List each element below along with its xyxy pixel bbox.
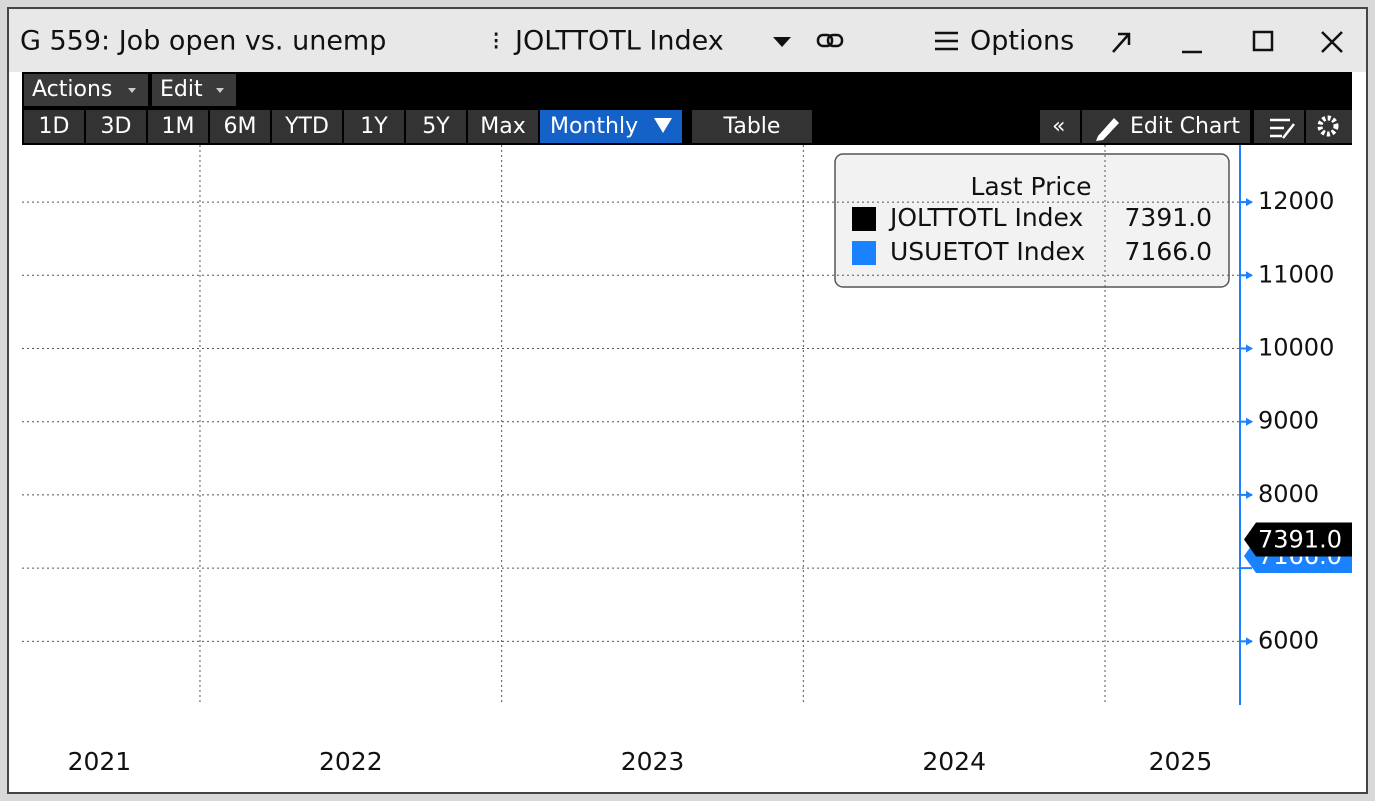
link-icon-2	[826, 33, 844, 48]
ticker[interactable]: JOLTTOTL Index	[513, 26, 724, 57]
legend-name: JOLTTOTL Index	[888, 203, 1083, 232]
y-tick-label: 9000	[1258, 407, 1319, 435]
maximize[interactable]	[1252, 30, 1274, 52]
pencil-icon	[1096, 118, 1119, 141]
range-label: 1M	[162, 114, 195, 139]
legend-title: Last Price	[970, 172, 1091, 201]
x-tick-label: 2021	[68, 747, 132, 776]
popout-icon[interactable]	[1112, 32, 1131, 53]
menu-label: Edit	[160, 77, 203, 102]
settings-button[interactable]	[1306, 110, 1352, 143]
collapse-icon: «	[1052, 114, 1065, 139]
y-tick-label: 6000	[1258, 626, 1319, 654]
frequency-button[interactable]	[540, 110, 682, 143]
options-icon[interactable]	[935, 31, 958, 51]
table-button[interactable]	[692, 110, 812, 143]
menu-arrow	[128, 88, 136, 93]
y-tick-label: 12000	[1258, 187, 1334, 215]
title-bar	[9, 9, 1366, 72]
y-tick-arrow	[1246, 198, 1253, 207]
legend-name: USUETOT Index	[890, 237, 1085, 266]
collapse-button[interactable]	[1040, 110, 1080, 143]
menu-bar	[22, 72, 1352, 108]
range-button[interactable]	[468, 110, 538, 143]
range-label: 5Y	[422, 114, 450, 139]
menu-dots[interactable]: ⁝	[492, 27, 500, 57]
range-button[interactable]	[344, 110, 404, 143]
x-tick-label: 2025	[1149, 747, 1213, 776]
y-tick-arrow	[1246, 490, 1253, 499]
edit-chart: Edit Chart	[1130, 114, 1240, 139]
y-tick-arrow	[1246, 417, 1253, 426]
annotate-button[interactable]	[1254, 110, 1304, 143]
range-button[interactable]	[272, 110, 342, 143]
x-tick-label: 2022	[319, 747, 383, 776]
y-tick-label: 8000	[1258, 480, 1319, 508]
window-title: G 559: Job open vs. unemp	[20, 26, 386, 57]
legend-swatch	[852, 241, 876, 265]
frequency: Monthly	[550, 114, 638, 139]
last-value-label: 7391.0	[1258, 525, 1342, 553]
legend-box	[834, 153, 1230, 288]
y-tick-label: 10000	[1258, 334, 1334, 362]
range-button[interactable]	[148, 110, 208, 143]
range-button[interactable]	[210, 110, 270, 143]
legend-swatch	[852, 207, 876, 231]
table: Table	[723, 114, 781, 139]
menu-button[interactable]	[24, 74, 148, 106]
frequency-arrow	[654, 118, 672, 133]
y-tick-arrow	[1246, 271, 1253, 280]
link-icon[interactable]	[816, 33, 834, 48]
options[interactable]: Options	[970, 26, 1074, 57]
y-tick-arrow	[1246, 637, 1253, 646]
x-tick-label: 2023	[621, 747, 685, 776]
range-label: 1D	[39, 114, 70, 139]
range-button[interactable]	[24, 110, 84, 143]
range-button[interactable]	[86, 110, 146, 143]
range-button[interactable]	[406, 110, 466, 143]
y-tick-label: 11000	[1258, 260, 1334, 288]
menu-arrow	[216, 88, 224, 93]
dropdown-icon[interactable]	[773, 37, 791, 47]
annotate-icon	[1270, 118, 1295, 139]
x-tick-label: 2024	[922, 747, 986, 776]
range-label: 3D	[101, 114, 132, 139]
range-label: YTD	[284, 114, 329, 139]
legend-value: 7166.0	[1125, 237, 1212, 266]
settings-icon	[1317, 115, 1339, 137]
close[interactable]	[1321, 31, 1343, 53]
y-tick-arrow	[1246, 344, 1253, 353]
legend-value: 7391.0	[1125, 203, 1212, 232]
range-label: 1Y	[360, 114, 388, 139]
menu-label: Actions	[32, 77, 112, 102]
range-label: Max	[480, 114, 525, 139]
last-value-badge	[1244, 522, 1352, 557]
range-label: 6M	[224, 114, 257, 139]
